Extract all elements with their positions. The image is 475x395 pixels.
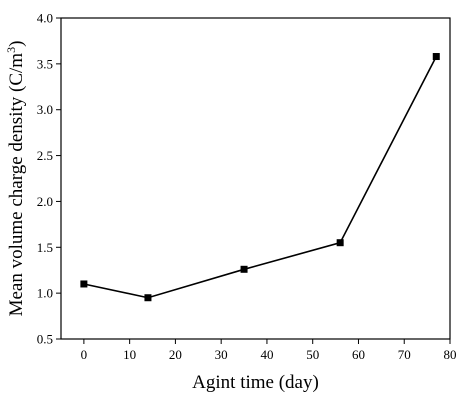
series-line (83, 56, 437, 299)
y-axis-ticks: 0.5 1.0 1.5 2.0 2.5 3.0 3.5 4.0 (37, 11, 61, 347)
x-tick-label: 20 (169, 347, 182, 362)
y-tick-label: 0.5 (37, 332, 53, 347)
y-tick-label: 3.0 (37, 102, 53, 117)
x-axis-title: Agint time (day) (192, 372, 319, 393)
y-tick-label: 4.0 (37, 11, 53, 26)
series-1 (80, 53, 440, 302)
x-tick-label: 50 (306, 347, 319, 362)
x-tick-label: 10 (123, 347, 136, 362)
plot-area-border (60, 17, 451, 340)
x-tick-label: 80 (444, 347, 457, 362)
y-tick-label: 1.5 (37, 240, 53, 255)
data-point (80, 280, 88, 288)
y-tick-label: 2.0 (37, 194, 53, 209)
plot-frame (60, 17, 451, 340)
data-point (336, 239, 344, 247)
y-tick-label: 3.5 (37, 56, 53, 71)
data-point (144, 294, 152, 302)
y-axis-title-main: Mean volume charge density (C/m (6, 53, 27, 317)
y-tick-label: 2.5 (37, 148, 53, 163)
y-axis-title-superscript: 3 (4, 47, 18, 53)
y-axis-title-close: ) (6, 41, 27, 47)
y-tick-label: 1.0 (37, 286, 53, 301)
x-tick-label: 60 (352, 347, 365, 362)
x-tick-label: 0 (81, 347, 88, 362)
x-tick-label: 40 (260, 347, 273, 362)
x-axis-ticks: 0 10 20 30 40 50 60 70 80 (81, 339, 457, 362)
x-tick-label: 70 (398, 347, 411, 362)
data-point (432, 53, 440, 61)
y-axis-title: Mean volume charge density (C/m3) (4, 41, 27, 317)
data-point (240, 265, 248, 273)
x-tick-label: 30 (215, 347, 228, 362)
